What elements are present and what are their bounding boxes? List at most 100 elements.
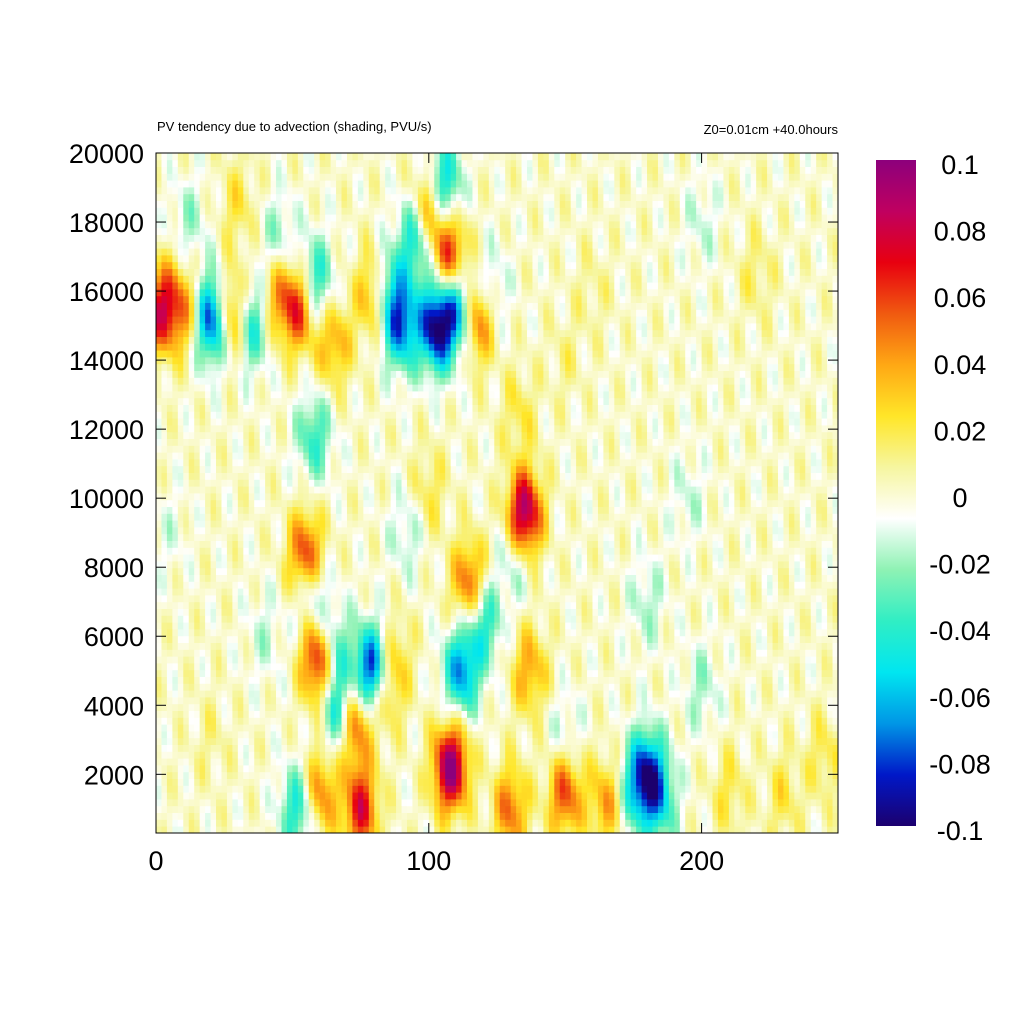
heatmap-cell [707, 629, 713, 637]
heatmap-cell [385, 669, 392, 677]
heatmap-cell [216, 561, 222, 569]
heatmap-cell [466, 799, 473, 807]
heatmap-cell [232, 710, 239, 718]
heatmap-cell [194, 588, 201, 596]
heatmap-cell [374, 663, 381, 671]
heatmap-cell [761, 697, 768, 705]
heatmap-cell [325, 826, 331, 834]
heatmap-cell [674, 744, 681, 752]
heatmap-cell [832, 792, 839, 800]
heatmap-cell [477, 608, 484, 616]
heatmap-cell [527, 642, 533, 650]
heatmap-cell [308, 826, 315, 834]
heatmap-cell [314, 629, 321, 637]
heatmap-cell [794, 710, 801, 718]
heatmap-cell [232, 799, 239, 807]
heatmap-cell [346, 642, 353, 650]
heatmap-cell [379, 737, 386, 745]
heatmap-cell [439, 567, 446, 575]
heatmap-cell [477, 622, 484, 630]
heatmap-cell [592, 595, 599, 603]
heatmap-cell [303, 826, 310, 834]
heatmap-cell [657, 635, 664, 643]
heatmap-cell [516, 744, 522, 752]
heatmap-cell [166, 765, 173, 773]
heatmap-cell [412, 737, 419, 745]
heatmap-cell [374, 758, 381, 766]
heatmap-cell [194, 581, 201, 589]
heatmap-cell [690, 731, 697, 739]
heatmap-cell [810, 826, 817, 834]
heatmap-cell [423, 608, 430, 616]
heatmap-cell [166, 812, 173, 820]
heatmap-cell [461, 771, 468, 779]
heatmap-cell [652, 805, 659, 813]
heatmap-cell [439, 622, 446, 630]
heatmap-cell [827, 731, 833, 739]
heatmap-cell [297, 792, 304, 800]
heatmap-cell [587, 567, 593, 575]
heatmap-cell [243, 703, 250, 711]
heatmap-cell [210, 751, 217, 759]
heatmap-cell [363, 778, 370, 786]
heatmap-cell [750, 561, 757, 569]
heatmap-cell [521, 703, 528, 711]
heatmap-cell [483, 615, 490, 623]
heatmap-cell [570, 676, 577, 684]
heatmap-cell [712, 567, 719, 575]
heatmap-cell [559, 758, 566, 766]
heatmap-cell [799, 608, 806, 616]
heatmap-cell [450, 751, 457, 759]
heatmap-cell [668, 826, 675, 834]
heatmap-cell [608, 703, 615, 711]
heatmap-cell [505, 778, 512, 786]
heatmap-cell [728, 635, 735, 643]
heatmap-cell [379, 717, 386, 725]
heatmap-cell [336, 690, 342, 698]
heatmap-cell [537, 826, 544, 834]
heatmap-cell [297, 812, 304, 820]
heatmap-cell [461, 703, 468, 711]
heatmap-cell [276, 567, 282, 575]
heatmap-cell [374, 601, 381, 609]
heatmap-cell [832, 608, 839, 616]
heatmap-cell [183, 608, 190, 616]
heatmap-cell [499, 765, 506, 773]
heatmap-cell [166, 581, 173, 589]
heatmap-cell [265, 799, 271, 807]
heatmap-cell [696, 642, 702, 650]
heatmap-cell [625, 785, 632, 793]
heatmap-cell [745, 799, 752, 807]
heatmap-cell [156, 710, 162, 718]
heatmap-cell [379, 608, 386, 616]
heatmap-cell [581, 826, 588, 834]
heatmap-cell [488, 799, 495, 807]
heatmap-cell [325, 778, 331, 786]
heatmap-cell [559, 574, 566, 582]
heatmap-cell [712, 799, 719, 807]
heatmap-cell [685, 635, 692, 643]
heatmap-cell [390, 717, 397, 725]
heatmap-cell [701, 656, 708, 664]
heatmap-cell [516, 771, 522, 779]
heatmap-cell [527, 608, 533, 616]
heatmap-cell [226, 744, 233, 752]
heatmap-cell [816, 785, 823, 793]
heatmap-cell [816, 799, 823, 807]
heatmap-cell [406, 663, 413, 671]
heatmap-cell [319, 635, 326, 643]
heatmap-cell [592, 642, 599, 650]
heatmap-cell [794, 608, 801, 616]
heatmap-cell [396, 608, 402, 616]
heatmap-cell [543, 683, 550, 691]
heatmap-cell [254, 683, 261, 691]
heatmap-cell [641, 656, 648, 664]
heatmap-cell [450, 635, 457, 643]
heatmap-cell [527, 771, 533, 779]
heatmap-cell [494, 629, 501, 637]
heatmap-cell [499, 601, 506, 609]
heatmap-cell [805, 629, 812, 637]
heatmap-cell [750, 629, 757, 637]
heatmap-cell [483, 663, 490, 671]
heatmap-cell [685, 622, 692, 630]
